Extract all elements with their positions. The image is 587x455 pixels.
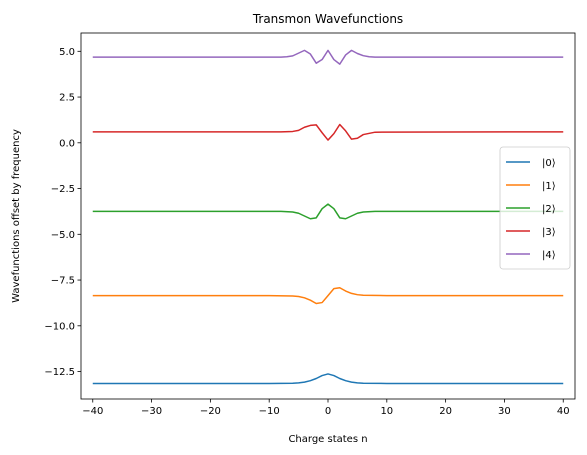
- x-tick-label: 10: [380, 406, 393, 417]
- x-tick-label: −40: [82, 406, 103, 417]
- legend-label: |0⟩: [542, 158, 556, 169]
- y-tick-label: 2.5: [59, 93, 75, 104]
- x-tick-label: 20: [439, 406, 452, 417]
- series-line-1: [92, 286, 564, 305]
- y-tick-label: −10.0: [44, 321, 75, 332]
- y-axis-label: Wavefunctions offset by frequency: [11, 129, 22, 303]
- series-line-4: [92, 49, 564, 65]
- legend-label: |1⟩: [542, 181, 556, 192]
- x-axis-label: Charge states n: [288, 434, 367, 445]
- legend-label: |3⟩: [542, 227, 556, 238]
- legend-box: [499, 146, 571, 270]
- chart-title: Transmon Wavefunctions: [252, 12, 403, 26]
- y-tick-label: 5.0: [59, 47, 75, 58]
- x-tick-label: −20: [200, 406, 221, 417]
- y-tick-label: −7.5: [51, 276, 75, 287]
- series-line-0: [92, 373, 564, 385]
- x-axis: −40 −30 −20 −10 0 10 20 30 40: [82, 399, 570, 417]
- y-tick-label: −5.0: [51, 230, 75, 241]
- plot-lines: [92, 49, 564, 385]
- y-axis: −12.5 −10.0 −7.5 −5.0 −2.5 0.0 2.5 5.0: [44, 47, 81, 378]
- legend-label: |4⟩: [542, 250, 556, 261]
- series-line-3: [92, 123, 564, 141]
- x-tick-label: 40: [557, 406, 570, 417]
- x-tick-label: 30: [498, 406, 511, 417]
- y-tick-label: −2.5: [51, 184, 75, 195]
- y-tick-label: −12.5: [44, 367, 75, 378]
- legend: |0⟩ |1⟩ |2⟩ |3⟩ |4⟩: [499, 146, 571, 270]
- x-tick-label: 0: [325, 406, 331, 417]
- x-tick-label: −30: [141, 406, 162, 417]
- y-tick-label: 0.0: [59, 138, 75, 149]
- x-tick-label: −10: [259, 406, 280, 417]
- series-line-2: [92, 203, 564, 220]
- legend-label: |2⟩: [542, 204, 556, 215]
